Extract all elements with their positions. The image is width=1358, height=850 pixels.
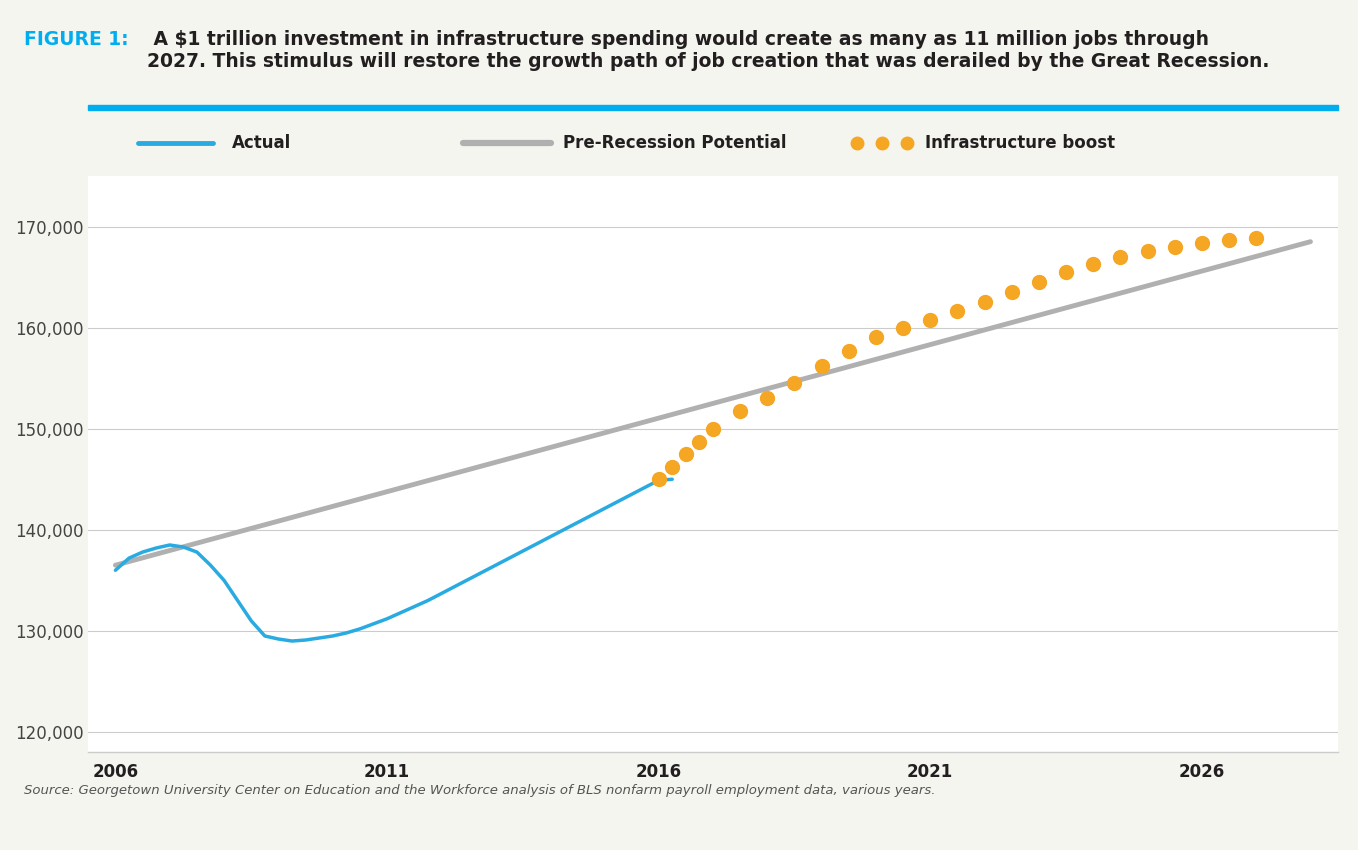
Text: Source: Georgetown University Center on Education and the Workforce analysis of : Source: Georgetown University Center on … bbox=[24, 784, 936, 796]
Text: Actual: Actual bbox=[232, 134, 291, 152]
Text: Pre-Recession Potential: Pre-Recession Potential bbox=[564, 134, 786, 152]
Text: FIGURE 1:: FIGURE 1: bbox=[24, 30, 129, 48]
Text: A $1 trillion investment in infrastructure spending would create as many as 11 m: A $1 trillion investment in infrastructu… bbox=[147, 30, 1268, 71]
Bar bbox=[88, 105, 1338, 110]
Text: Infrastructure boost: Infrastructure boost bbox=[925, 134, 1115, 152]
